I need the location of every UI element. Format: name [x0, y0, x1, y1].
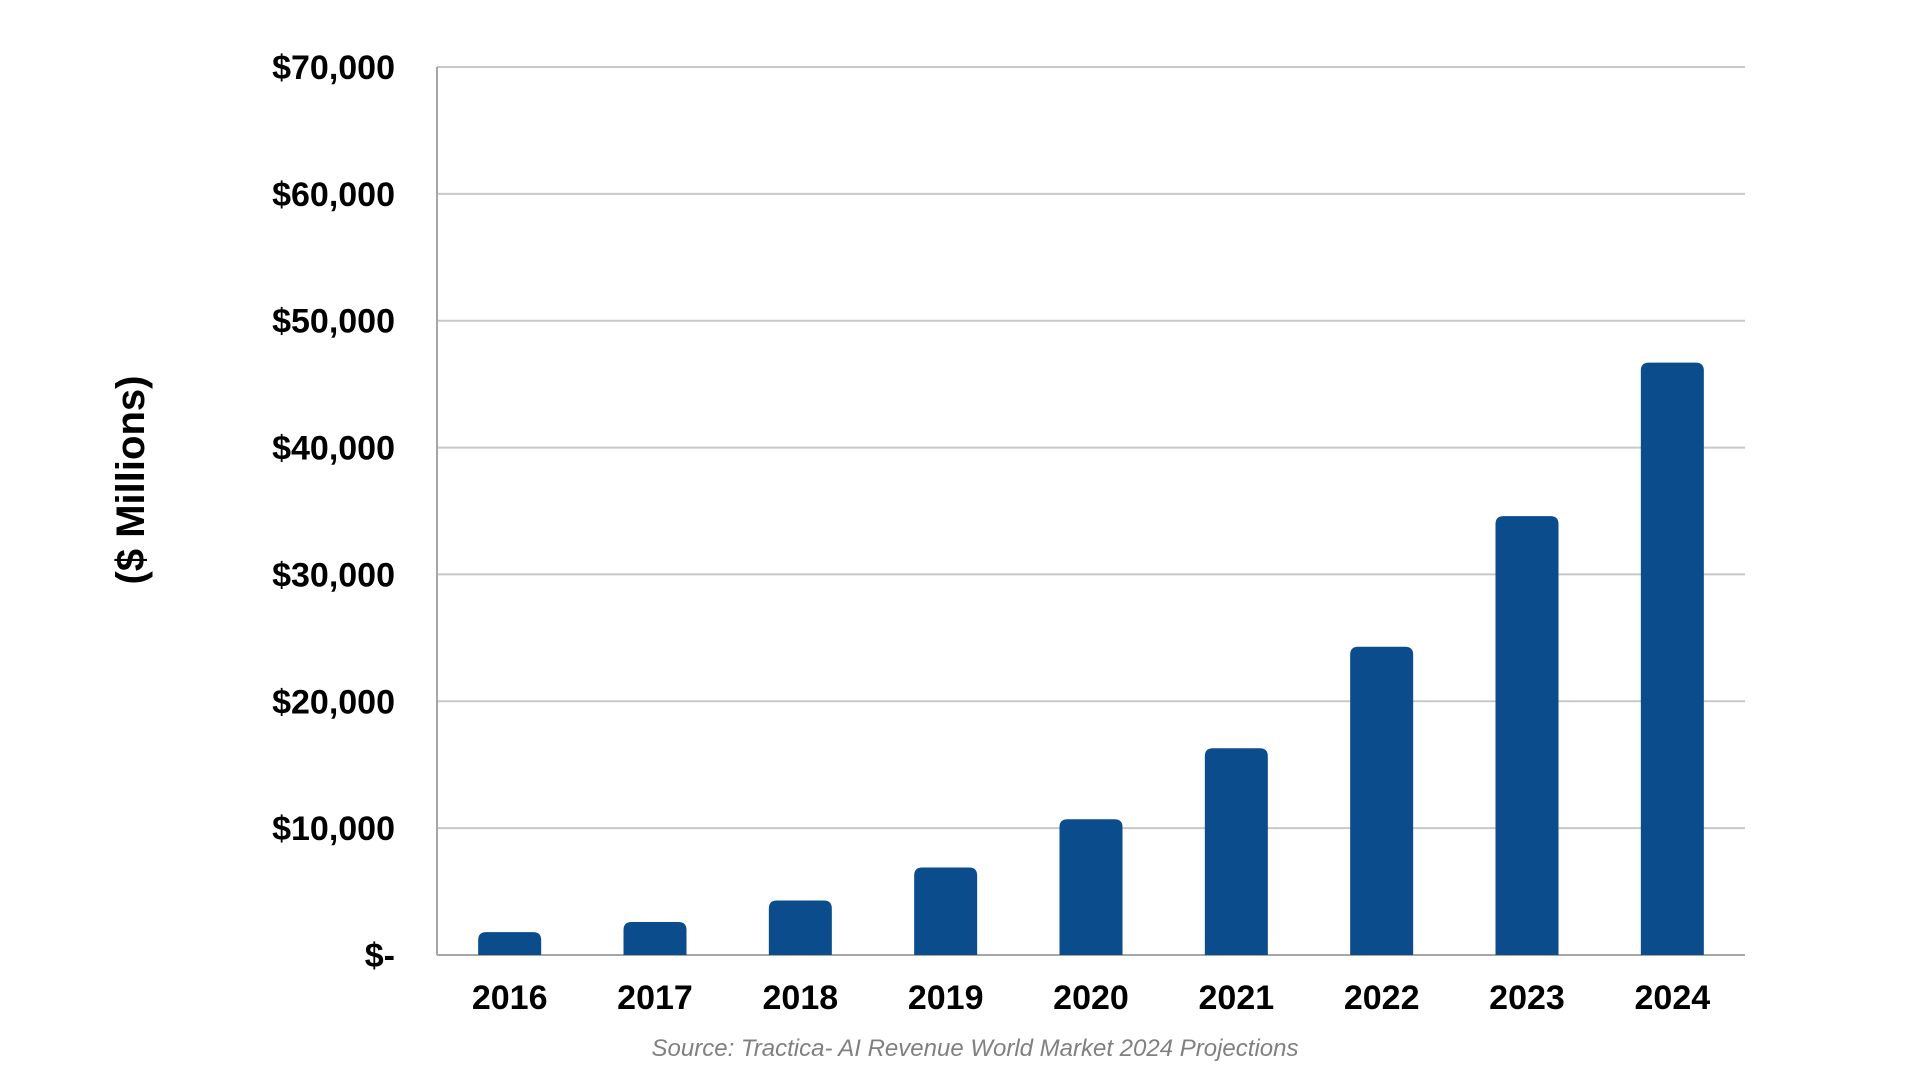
x-tick-label: 2022	[1344, 979, 1420, 1017]
x-tick-label: 2017	[617, 979, 693, 1017]
y-axis-label: ($ Millions)	[109, 376, 153, 585]
x-tick-label: 2021	[1199, 979, 1275, 1017]
y-tick-label: $-	[365, 937, 395, 975]
bar-2020	[1059, 819, 1123, 955]
bar-2021	[1204, 748, 1268, 955]
x-tick-label: 2019	[908, 979, 984, 1017]
bar-2017	[623, 922, 687, 955]
bar-2024	[1640, 362, 1704, 955]
y-tick-label: $30,000	[272, 556, 395, 594]
y-tick-label: $50,000	[272, 303, 395, 341]
source-note: Source: Tractica- AI Revenue World Marke…	[651, 1035, 1299, 1062]
y-tick-label: $60,000	[272, 176, 395, 214]
y-tick-label: $70,000	[272, 49, 395, 87]
bar-2023	[1495, 516, 1559, 955]
x-tick-label: 2018	[763, 979, 839, 1017]
x-tick-label: 2024	[1635, 979, 1711, 1017]
bar-2018	[768, 900, 832, 955]
x-tick-label: 2023	[1489, 979, 1565, 1017]
bar-2022	[1350, 646, 1414, 955]
x-tick-label: 2016	[472, 979, 548, 1017]
y-tick-label: $40,000	[272, 430, 395, 468]
bar-layer	[478, 362, 1704, 955]
y-tick-label: $20,000	[272, 683, 395, 721]
x-tick-layer: 2016 2017 2018 2019 2020 2021 2022 2023 2024	[472, 979, 1710, 1017]
y-tick-label: $10,000	[272, 810, 395, 848]
bar-2016	[478, 932, 542, 955]
y-tick-layer: $- $10,000 $20,000 $30,000 $40,000 $50,000 $60…	[272, 49, 395, 975]
x-tick-label: 2020	[1053, 979, 1129, 1017]
bar-2019	[914, 867, 978, 955]
